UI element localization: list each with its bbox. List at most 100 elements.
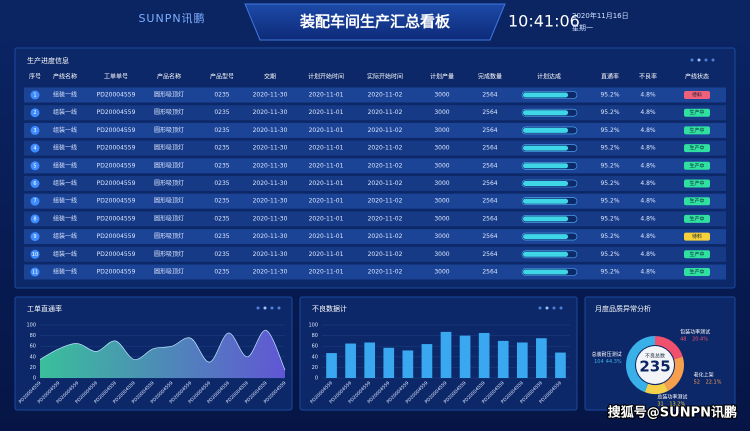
cell: 组装一线 bbox=[53, 250, 77, 258]
cell: 组装一线 bbox=[53, 161, 77, 169]
cell: 95.2% bbox=[600, 251, 619, 258]
cell: 95.2% bbox=[600, 198, 619, 205]
row-number: 7 bbox=[33, 199, 36, 205]
cell: 2564 bbox=[482, 215, 497, 222]
cell: 圆形吸顶灯 bbox=[154, 179, 184, 187]
row-number: 5 bbox=[33, 163, 36, 169]
column-header: 产品型号 bbox=[210, 73, 234, 81]
cell: 0235 bbox=[214, 215, 229, 222]
cell: 0235 bbox=[214, 198, 229, 205]
column-header: 交期 bbox=[264, 73, 276, 81]
cell: 2020-11-30 bbox=[253, 180, 288, 187]
cell: 2020-11-01 bbox=[309, 215, 344, 222]
progress-bar bbox=[523, 127, 569, 133]
row-badge bbox=[30, 161, 40, 171]
bar bbox=[345, 343, 356, 378]
cell: PD20004559 bbox=[97, 180, 136, 187]
area bbox=[40, 330, 285, 378]
date: 2020年11月16日 bbox=[572, 11, 629, 20]
center-total: 235 bbox=[639, 358, 670, 376]
cell: 0235 bbox=[214, 180, 229, 187]
status-pill bbox=[684, 144, 710, 153]
cell: 组装一线 bbox=[53, 268, 77, 276]
cell: 2020-11-30 bbox=[253, 92, 288, 99]
row-number: 8 bbox=[33, 216, 36, 222]
chart-title: 不良数据计 bbox=[312, 304, 347, 313]
cell: 0235 bbox=[214, 127, 229, 134]
row-number: 2 bbox=[33, 110, 36, 116]
donut-segment bbox=[655, 336, 683, 360]
donut-backdrop bbox=[636, 346, 674, 384]
progress-bar bbox=[523, 216, 569, 222]
status-label: 生产中 bbox=[689, 198, 704, 205]
cell: 2020-11-02 bbox=[368, 233, 403, 240]
cell: 95.2% bbox=[600, 127, 619, 134]
y-tick-label: 60 bbox=[30, 344, 36, 350]
bar bbox=[516, 342, 528, 378]
cell: 圆形吸顶灯 bbox=[154, 144, 184, 152]
cell: 95.2% bbox=[600, 233, 619, 240]
cell: PD20004559 bbox=[97, 127, 136, 134]
cell: 3000 bbox=[434, 180, 449, 187]
cell: 2020-11-01 bbox=[309, 145, 344, 152]
status-label: 生产中 bbox=[689, 251, 704, 258]
progress-bar bbox=[523, 92, 569, 98]
cell: 3000 bbox=[434, 162, 449, 169]
bar bbox=[478, 332, 490, 378]
cell: 4.8% bbox=[640, 145, 656, 152]
weekday: 星期一 bbox=[572, 24, 593, 32]
status-pill bbox=[684, 197, 710, 206]
column-header: 工单单号 bbox=[104, 73, 128, 81]
y-tick-label: 40 bbox=[30, 354, 36, 360]
cell: 2564 bbox=[482, 127, 497, 134]
cell: 2020-11-01 bbox=[309, 251, 344, 258]
progress-bar bbox=[523, 234, 569, 240]
logo: SUNPN讯鹏 bbox=[138, 12, 205, 25]
cell: 4.8% bbox=[640, 92, 656, 99]
cell: 组装一线 bbox=[53, 126, 77, 134]
cell: 3000 bbox=[434, 233, 449, 240]
cell: 2020-11-30 bbox=[253, 109, 288, 116]
cell: 2020-11-30 bbox=[253, 198, 288, 205]
cell: 2564 bbox=[482, 198, 497, 205]
y-tick-label: 0 bbox=[315, 376, 318, 382]
cell: PD20004559 bbox=[97, 92, 136, 99]
chart-panel bbox=[299, 296, 578, 411]
bar bbox=[326, 353, 337, 378]
y-tick-label: 20 bbox=[312, 365, 318, 371]
bar bbox=[402, 350, 414, 378]
cell: 圆形吸顶灯 bbox=[154, 268, 184, 276]
progress-bar bbox=[523, 145, 569, 151]
row-badge bbox=[30, 267, 40, 277]
segment-count: 48 bbox=[680, 337, 686, 343]
cell: 2564 bbox=[482, 269, 497, 276]
cell: 圆形吸顶灯 bbox=[154, 250, 184, 258]
status-pill bbox=[684, 108, 710, 117]
row-number: 11 bbox=[32, 270, 38, 276]
cell: 4.8% bbox=[640, 269, 656, 276]
column-header: 完成数量 bbox=[478, 73, 502, 81]
row-number: 4 bbox=[33, 146, 36, 152]
column-header: 实际开始时间 bbox=[367, 73, 403, 81]
cell: 3000 bbox=[434, 92, 449, 99]
bar bbox=[421, 344, 433, 378]
y-tick-label: 100 bbox=[308, 323, 318, 329]
column-header: 产线名称 bbox=[53, 73, 77, 81]
cell: 95.2% bbox=[600, 180, 619, 187]
bar bbox=[440, 331, 452, 378]
cell: 3000 bbox=[434, 145, 449, 152]
cell: 2020-11-02 bbox=[368, 145, 403, 152]
cell: 4.8% bbox=[640, 109, 656, 116]
cell: 圆形吸顶灯 bbox=[154, 214, 184, 222]
cell: 2564 bbox=[482, 180, 497, 187]
cell: PD20004559 bbox=[97, 109, 136, 116]
cell: 2020-11-01 bbox=[309, 109, 344, 116]
cell: 2020-11-01 bbox=[309, 127, 344, 134]
column-header: 不良率 bbox=[639, 73, 657, 81]
cell: 2020-11-30 bbox=[253, 162, 288, 169]
progress-bar bbox=[523, 110, 569, 116]
cell: PD20004559 bbox=[97, 251, 136, 258]
pager-dots bbox=[256, 58, 715, 310]
cell: 组装一线 bbox=[53, 108, 77, 116]
